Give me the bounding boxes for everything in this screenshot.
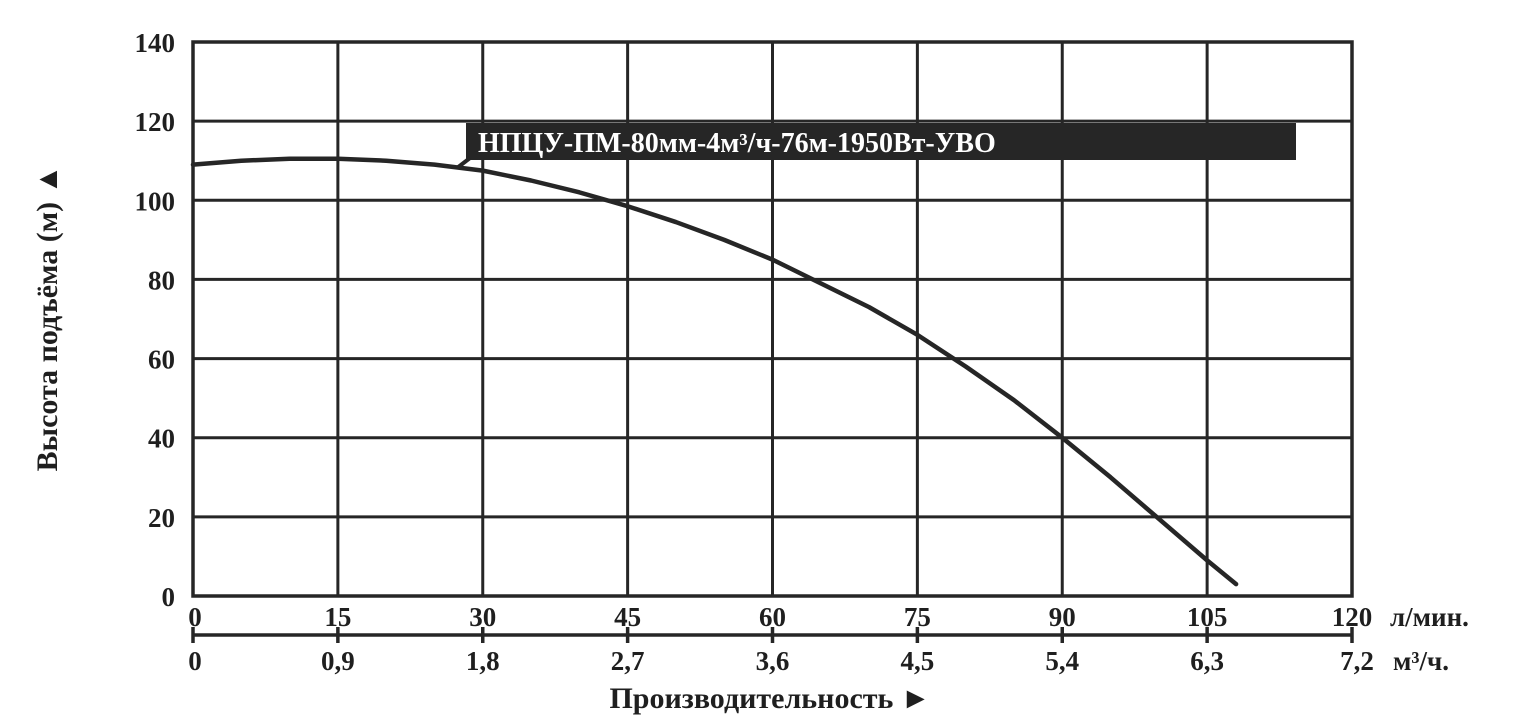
x-tick-label-secondary: 3,6: [756, 646, 790, 676]
y-tick-label: 20: [148, 503, 175, 533]
x-tick-label-primary: 105: [1187, 602, 1228, 632]
series-label-leader: [455, 156, 472, 170]
x-tick-label-primary: 75: [904, 602, 931, 632]
x-tick-label-primary: 15: [324, 602, 351, 632]
y-tick-label: 0: [162, 582, 176, 612]
plot-border: [191, 40, 1354, 598]
series-line-0: [190, 156, 1239, 587]
curve-layer: [190, 156, 1239, 587]
x-tick-label-primary: 45: [614, 602, 641, 632]
x-tick-label-secondary: 2,7: [611, 646, 645, 676]
x-tick-label-primary: 90: [1049, 602, 1076, 632]
y-tick-label: 120: [135, 107, 176, 137]
y-tick-labels: 0 20 40 60 80 100 120 140: [135, 28, 176, 612]
x-tick-label-secondary: 4,5: [901, 646, 935, 676]
x-tick-label-primary: 60: [759, 602, 786, 632]
y-tick-label: 80: [148, 265, 175, 295]
y-tick-label: 60: [148, 345, 175, 375]
x-tick-label-secondary: 0,9: [321, 646, 355, 676]
y-tick-label: 140: [135, 28, 176, 58]
x-tick-label-secondary: 1,8: [466, 646, 500, 676]
x-tick-label-secondary: 0: [188, 646, 202, 676]
series-label-background: [466, 123, 1296, 160]
x-unit-secondary: м³/ч.: [1393, 646, 1449, 676]
x-tick-label-primary: 120: [1332, 602, 1373, 632]
x-axes: 0 0 15 0,9 30 1,8 45 2,7 60 3,6 75 4,5 90 5,4 105 6,3 12…: [188, 602, 1469, 676]
y-tick-label: 100: [135, 186, 176, 216]
x-unit-primary: л/мин.: [1390, 602, 1469, 632]
x-axis-title: Производительность ►: [609, 682, 930, 715]
x-tick-label-secondary: 6,3: [1190, 646, 1224, 676]
x-tick-label-primary: 30: [469, 602, 496, 632]
series-label: НПЦУ-ПМ-80мм-4м³/ч-76м-1950Вт-УВО: [455, 123, 1296, 170]
plot-frame: [191, 40, 1354, 598]
x-tick-label-secondary: 5,4: [1045, 646, 1079, 676]
x-tick-label-primary: 0: [188, 602, 202, 632]
x-tick-label-secondary: 7,2: [1340, 646, 1374, 676]
y-axis-title: Высота подъёма (м) ▲: [31, 165, 64, 472]
y-tick-label: 40: [148, 424, 175, 454]
series-label-text: НПЦУ-ПМ-80мм-4м³/ч-76м-1950Вт-УВО: [478, 128, 996, 159]
